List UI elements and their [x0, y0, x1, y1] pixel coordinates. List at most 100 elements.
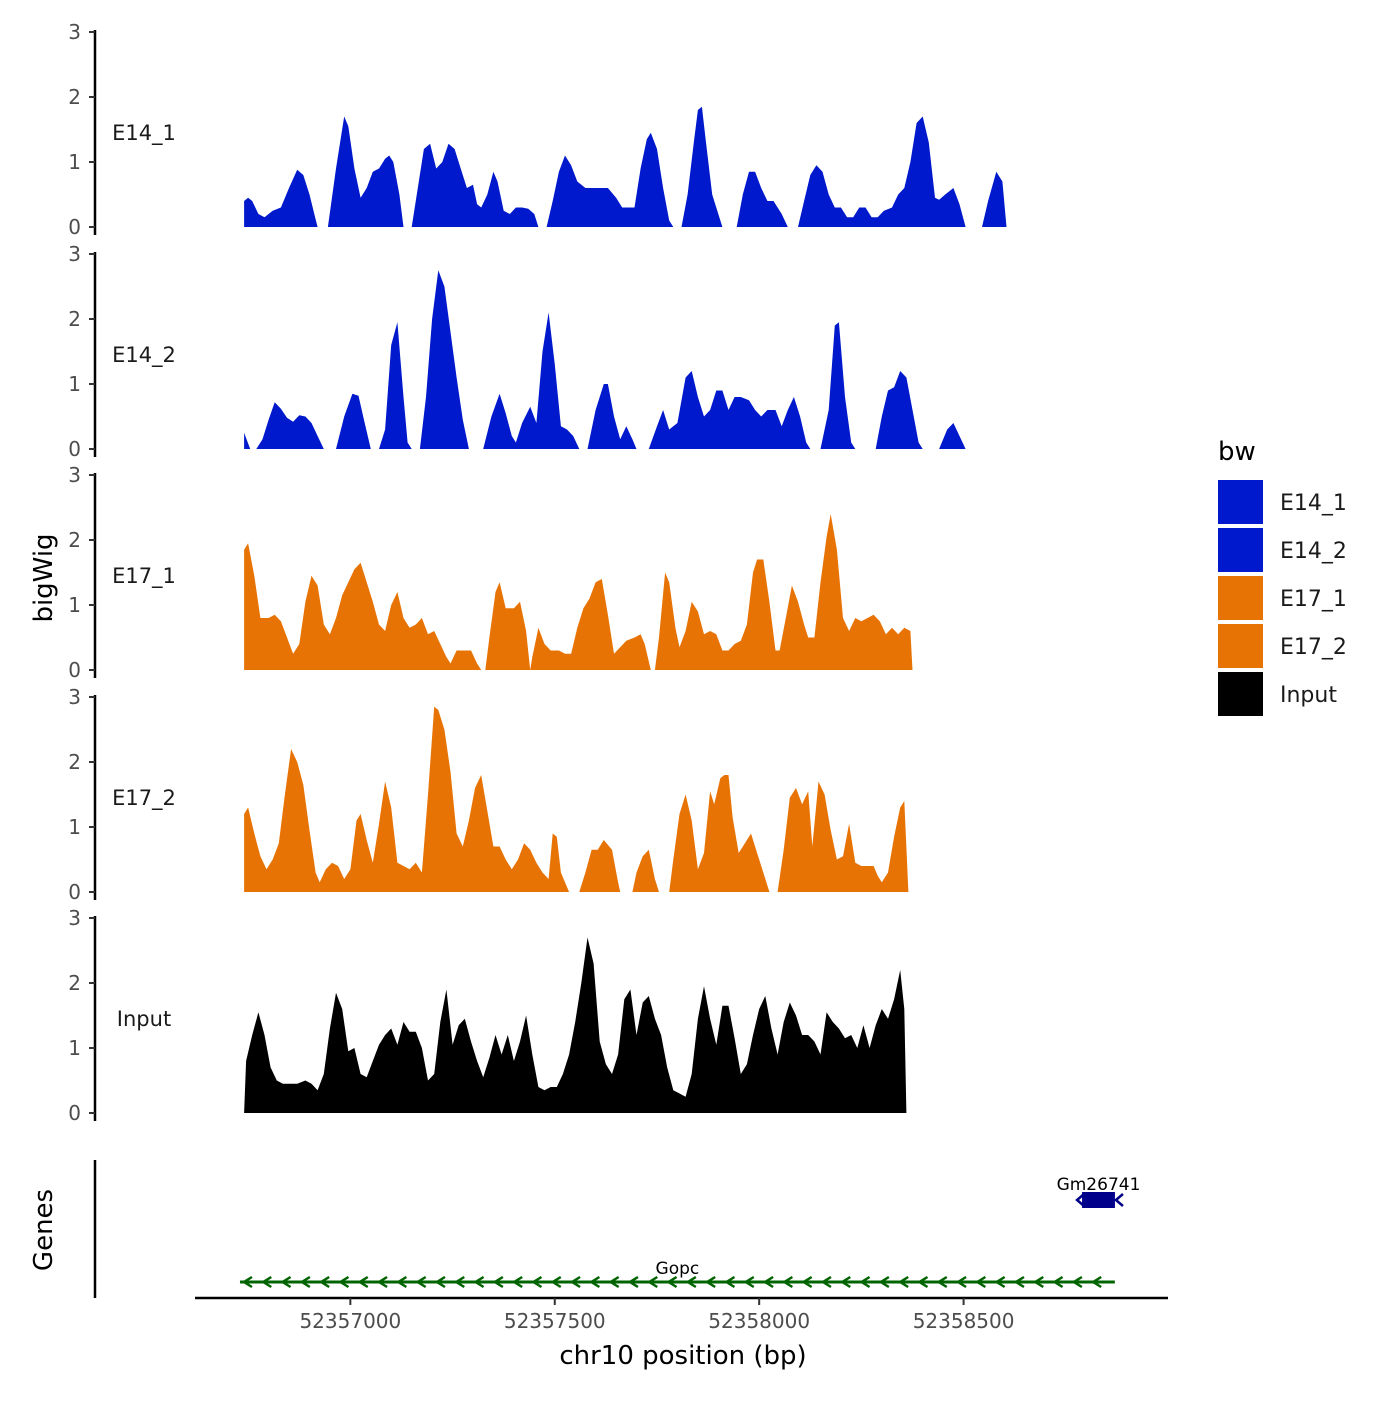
strand-arrow	[338, 1275, 350, 1289]
legend-label: Input	[1280, 683, 1337, 708]
y-tick-label: 1	[68, 593, 81, 617]
y-tick-label: 3	[68, 242, 81, 266]
strand-arrow	[531, 1275, 543, 1289]
track-panels: 0 1 2 3 E14_1 0 1 2 3 E14_2 0 1 2 3 E17_1 0 1 2 3 E17_2 0 1 2 3…	[68, 20, 1007, 1125]
strand-arrow	[975, 1275, 987, 1289]
x-tick-label: 52357500	[504, 1309, 606, 1333]
x-tick-label: 52357000	[299, 1309, 401, 1333]
strand-arrow	[492, 1275, 504, 1289]
strand-arrow	[569, 1275, 581, 1289]
track-label: E14_1	[112, 121, 176, 146]
legend-swatch	[1218, 672, 1263, 716]
strand-arrow	[743, 1275, 755, 1289]
strand-arrow	[453, 1275, 465, 1289]
strand-arrow	[1114, 1193, 1124, 1207]
x-tick-label: 52358000	[708, 1309, 810, 1333]
track-label: E17_1	[112, 564, 176, 589]
gene-label: Gm26741	[1057, 1175, 1141, 1195]
coverage-area	[244, 937, 907, 1113]
track-panel-e14-1: 0 1 2 3 E14_1	[68, 20, 1007, 239]
legend-swatch	[1218, 576, 1263, 620]
strand-arrow	[704, 1275, 716, 1289]
y-tick-label: 0	[68, 880, 81, 904]
track-panel-e14-2: 0 1 2 3 E14_2	[68, 242, 966, 461]
strand-arrow	[839, 1275, 851, 1289]
strand-arrow	[646, 1275, 658, 1289]
strand-arrow	[666, 1275, 678, 1289]
track-panel-e17-2: 0 1 2 3 E17_2	[68, 685, 909, 904]
strand-arrow	[299, 1275, 311, 1289]
legend-swatch	[1218, 624, 1263, 668]
strand-arrow	[357, 1275, 369, 1289]
x-tick-label: 52358500	[913, 1309, 1015, 1333]
y-axis-title: bigWig	[29, 533, 59, 622]
y-tick-label: 0	[68, 437, 81, 461]
strand-arrow	[801, 1275, 813, 1289]
track-panel-input: 0 1 2 3 Input	[68, 906, 907, 1125]
y-tick-label: 2	[68, 971, 81, 995]
strand-arrow	[724, 1275, 736, 1289]
y-tick-label: 0	[68, 215, 81, 239]
strand-arrow	[936, 1275, 948, 1289]
strand-arrow	[685, 1275, 697, 1289]
strand-arrow	[241, 1275, 253, 1289]
coverage-area	[244, 514, 913, 670]
strand-arrow	[550, 1275, 562, 1289]
track-label: Input	[117, 1007, 171, 1031]
strand-arrow	[511, 1275, 523, 1289]
strand-arrow	[782, 1275, 794, 1289]
strand-arrow	[1032, 1275, 1044, 1289]
strand-arrow	[859, 1275, 871, 1289]
strand-arrow	[955, 1275, 967, 1289]
gene-exon	[1082, 1192, 1115, 1208]
strand-arrow	[473, 1275, 485, 1289]
legend-label: E14_2	[1280, 539, 1347, 564]
legend-swatch	[1218, 480, 1263, 524]
x-axis: 52357000 52357500 52358000 52358500	[195, 1296, 1168, 1333]
legend-swatch	[1218, 528, 1263, 572]
coverage-area	[244, 270, 966, 449]
legend-label: E14_1	[1280, 491, 1347, 516]
strand-arrow	[1013, 1275, 1025, 1289]
strand-arrow	[318, 1275, 330, 1289]
strand-arrow	[1090, 1275, 1102, 1289]
track-label: E14_2	[112, 343, 176, 368]
gene-track: Gopc Gm26741	[93, 1160, 1141, 1298]
strand-arrow	[627, 1275, 639, 1289]
legend: bw E14_1 E14_2 E17_1 E17_2 Input	[1218, 437, 1347, 716]
strand-arrow	[415, 1275, 427, 1289]
strand-arrow	[897, 1275, 909, 1289]
strand-arrow	[762, 1275, 774, 1289]
strand-arrow	[376, 1275, 388, 1289]
coverage-area	[244, 706, 909, 892]
track-panel-e17-1: 0 1 2 3 E17_1	[68, 463, 913, 682]
track-label: E17_2	[112, 786, 176, 811]
legend-title: bw	[1218, 437, 1256, 467]
strand-arrow	[1052, 1275, 1064, 1289]
strand-arrow	[589, 1275, 601, 1289]
gene-track-title: Genes	[29, 1189, 59, 1271]
y-tick-label: 0	[68, 658, 81, 682]
y-tick-label: 1	[68, 1036, 81, 1060]
y-tick-label: 1	[68, 815, 81, 839]
strand-arrow	[1075, 1193, 1085, 1207]
gene-label: Gopc	[656, 1259, 700, 1279]
strand-arrow	[878, 1275, 890, 1289]
strand-arrow	[1071, 1275, 1083, 1289]
strand-arrow	[820, 1275, 832, 1289]
legend-label: E17_1	[1280, 587, 1347, 612]
strand-arrow	[280, 1275, 292, 1289]
y-tick-label: 3	[68, 20, 81, 44]
coverage-area	[244, 106, 1007, 227]
y-tick-label: 3	[68, 463, 81, 487]
y-tick-label: 2	[68, 307, 81, 331]
strand-arrow	[608, 1275, 620, 1289]
y-tick-label: 2	[68, 85, 81, 109]
y-tick-label: 1	[68, 150, 81, 174]
y-tick-label: 2	[68, 750, 81, 774]
strand-arrow	[917, 1275, 929, 1289]
legend-label: E17_2	[1280, 635, 1347, 660]
x-axis-title: chr10 position (bp)	[559, 1341, 806, 1371]
